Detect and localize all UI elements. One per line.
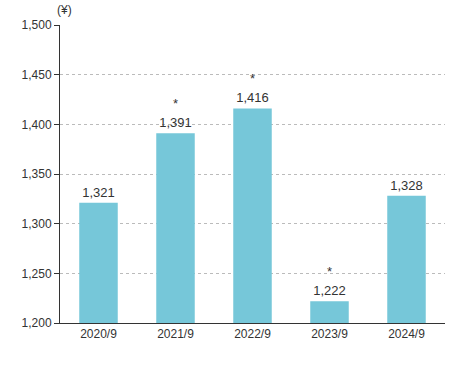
svg-text:1,450: 1,450	[22, 68, 52, 82]
svg-text:2022/9: 2022/9	[234, 327, 271, 341]
svg-text:1,391: 1,391	[159, 115, 192, 130]
svg-text:*: *	[173, 96, 178, 111]
svg-text:2023/9: 2023/9	[311, 327, 348, 341]
svg-text:2024/9: 2024/9	[388, 327, 425, 341]
svg-text:1,500: 1,500	[22, 18, 52, 32]
svg-text:*: *	[250, 71, 255, 86]
svg-text:1,200: 1,200	[22, 316, 52, 330]
svg-text:1,321: 1,321	[82, 185, 115, 200]
svg-text:*: *	[327, 264, 332, 279]
svg-text:1,222: 1,222	[313, 283, 346, 298]
svg-text:1,416: 1,416	[236, 90, 269, 105]
svg-text:2020/9: 2020/9	[80, 327, 117, 341]
svg-text:1,250: 1,250	[22, 267, 52, 281]
svg-text:1,350: 1,350	[22, 167, 52, 181]
svg-text:1,328: 1,328	[390, 178, 423, 193]
svg-text:1,300: 1,300	[22, 217, 52, 231]
svg-text:1,400: 1,400	[22, 118, 52, 132]
svg-text:2021/9: 2021/9	[157, 327, 194, 341]
svg-text:(¥): (¥)	[57, 3, 72, 17]
